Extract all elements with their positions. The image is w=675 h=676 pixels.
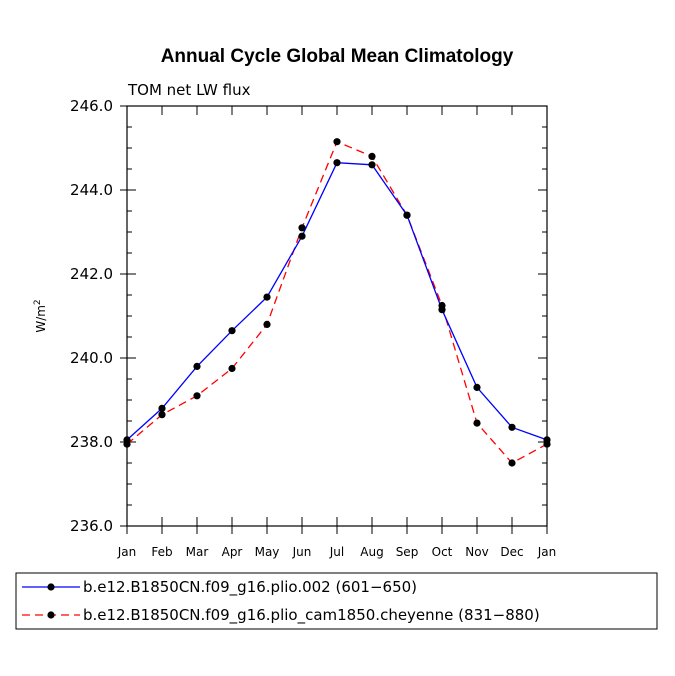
x-tick-label: Sep (396, 545, 419, 559)
data-point-series-1 (368, 161, 376, 169)
y-tick-label: 246.0 (70, 97, 113, 115)
data-point-series-2 (263, 320, 271, 328)
data-point-series-1 (263, 293, 271, 301)
x-tick-label: Jan (537, 545, 557, 559)
y-tick-label: 240.0 (70, 349, 113, 367)
chart-subtitle: TOM net LW flux (127, 81, 251, 99)
legend-marker-2 (47, 611, 55, 619)
data-point-series-2 (158, 411, 166, 419)
x-tick-label: Mar (186, 545, 209, 559)
y-tick-label: 238.0 (70, 433, 113, 451)
data-point-series-2 (543, 440, 551, 448)
y-tick-label: 242.0 (70, 265, 113, 283)
x-tick-label: Apr (222, 545, 243, 559)
x-tick-label: Feb (151, 545, 172, 559)
data-point-series-2 (403, 211, 411, 219)
x-tick-label: May (255, 545, 280, 559)
legend-marker-1 (47, 583, 55, 591)
data-point-series-1 (298, 232, 306, 240)
x-tick-label: Jul (329, 545, 344, 559)
data-point-series-1 (508, 423, 516, 431)
data-point-series-1 (193, 362, 201, 370)
data-point-series-1 (228, 327, 236, 335)
data-point-series-2 (333, 138, 341, 146)
legend-box (15, 572, 658, 630)
plot-frame (126, 105, 548, 527)
data-point-series-1 (473, 383, 481, 391)
data-point-series-2 (508, 459, 516, 467)
data-point-series-2 (438, 301, 446, 310)
y-axis-ticks: 236.0 238.0 240.0 242.0 244.0 246.0 (70, 97, 547, 535)
data-point-series-1 (158, 404, 166, 412)
series-line-2 (126, 140, 548, 464)
y-axis-label: W/m2 (33, 299, 48, 332)
data-point-series-2 (298, 224, 306, 232)
x-tick-label: Jun (292, 545, 312, 559)
y-tick-label: 236.0 (70, 517, 113, 535)
data-point-series-1 (333, 159, 341, 167)
x-tick-label: Oct (432, 545, 453, 559)
data-point-series-2 (193, 392, 201, 400)
chart-title: Annual Cycle Global Mean Climatology (161, 46, 514, 67)
data-point-series-2 (368, 152, 376, 160)
x-tick-label: Aug (360, 545, 383, 559)
data-point-series-2 (473, 419, 481, 427)
series-line-1 (126, 162, 548, 441)
legend: b.e12.B1850CN.f09_g16.plio.002 (601−650)… (22, 578, 540, 625)
x-tick-label: Dec (500, 545, 523, 559)
y-axis-label-text: W/m (34, 305, 48, 333)
data-point-series-2 (228, 364, 236, 373)
x-tick-label: Jan (117, 545, 137, 559)
legend-label-1: b.e12.B1850CN.f09_g16.plio.002 (601−650) (83, 578, 417, 597)
legend-label-2: b.e12.B1850CN.f09_g16.plio_cam1850.cheye… (83, 606, 540, 625)
y-tick-label: 244.0 (70, 181, 113, 199)
y-axis-label-superscript: 2 (33, 299, 43, 305)
data-point-series-2 (123, 440, 131, 448)
x-tick-label: Nov (465, 545, 488, 559)
x-axis-ticks: Jan Feb Mar Apr May Jun Jul Aug Sep Oct Nov Dec Jan (117, 106, 557, 559)
series-layer (123, 138, 551, 467)
